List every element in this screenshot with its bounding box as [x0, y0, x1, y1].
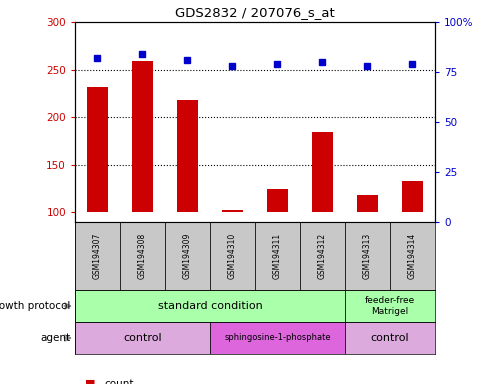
- Bar: [389, 222, 434, 290]
- Text: ■: ■: [85, 379, 95, 384]
- Text: growth protocol: growth protocol: [0, 301, 70, 311]
- Text: agent: agent: [40, 333, 70, 343]
- Bar: [210, 322, 344, 354]
- Text: standard condition: standard condition: [157, 301, 262, 311]
- Bar: [120, 222, 165, 290]
- Bar: [344, 222, 389, 290]
- Text: sphingosine-1-phosphate: sphingosine-1-phosphate: [224, 333, 330, 343]
- Text: GSM194309: GSM194309: [182, 233, 192, 279]
- Bar: [357, 195, 377, 212]
- Bar: [344, 290, 434, 322]
- Bar: [402, 181, 422, 212]
- Text: GSM194314: GSM194314: [407, 233, 416, 279]
- Text: count: count: [104, 379, 133, 384]
- Bar: [75, 322, 210, 354]
- Text: feeder-free
Matrigel: feeder-free Matrigel: [364, 296, 414, 316]
- Bar: [312, 132, 332, 212]
- Bar: [267, 189, 287, 212]
- Text: GSM194312: GSM194312: [318, 233, 326, 279]
- Bar: [255, 222, 300, 290]
- Text: GSM194310: GSM194310: [227, 233, 237, 279]
- Bar: [344, 322, 434, 354]
- Bar: [75, 222, 120, 290]
- Bar: [300, 222, 344, 290]
- Bar: [210, 222, 255, 290]
- Bar: [222, 210, 242, 212]
- Text: control: control: [370, 333, 408, 343]
- Text: GSM194313: GSM194313: [362, 233, 371, 279]
- Bar: [132, 61, 152, 212]
- Text: GSM194308: GSM194308: [138, 233, 147, 279]
- Bar: [177, 100, 197, 212]
- Text: GSM194307: GSM194307: [93, 233, 102, 279]
- Bar: [75, 290, 344, 322]
- Text: control: control: [123, 333, 162, 343]
- Bar: [87, 87, 107, 212]
- Title: GDS2832 / 207076_s_at: GDS2832 / 207076_s_at: [175, 7, 334, 20]
- Bar: [165, 222, 210, 290]
- Text: GSM194311: GSM194311: [272, 233, 281, 279]
